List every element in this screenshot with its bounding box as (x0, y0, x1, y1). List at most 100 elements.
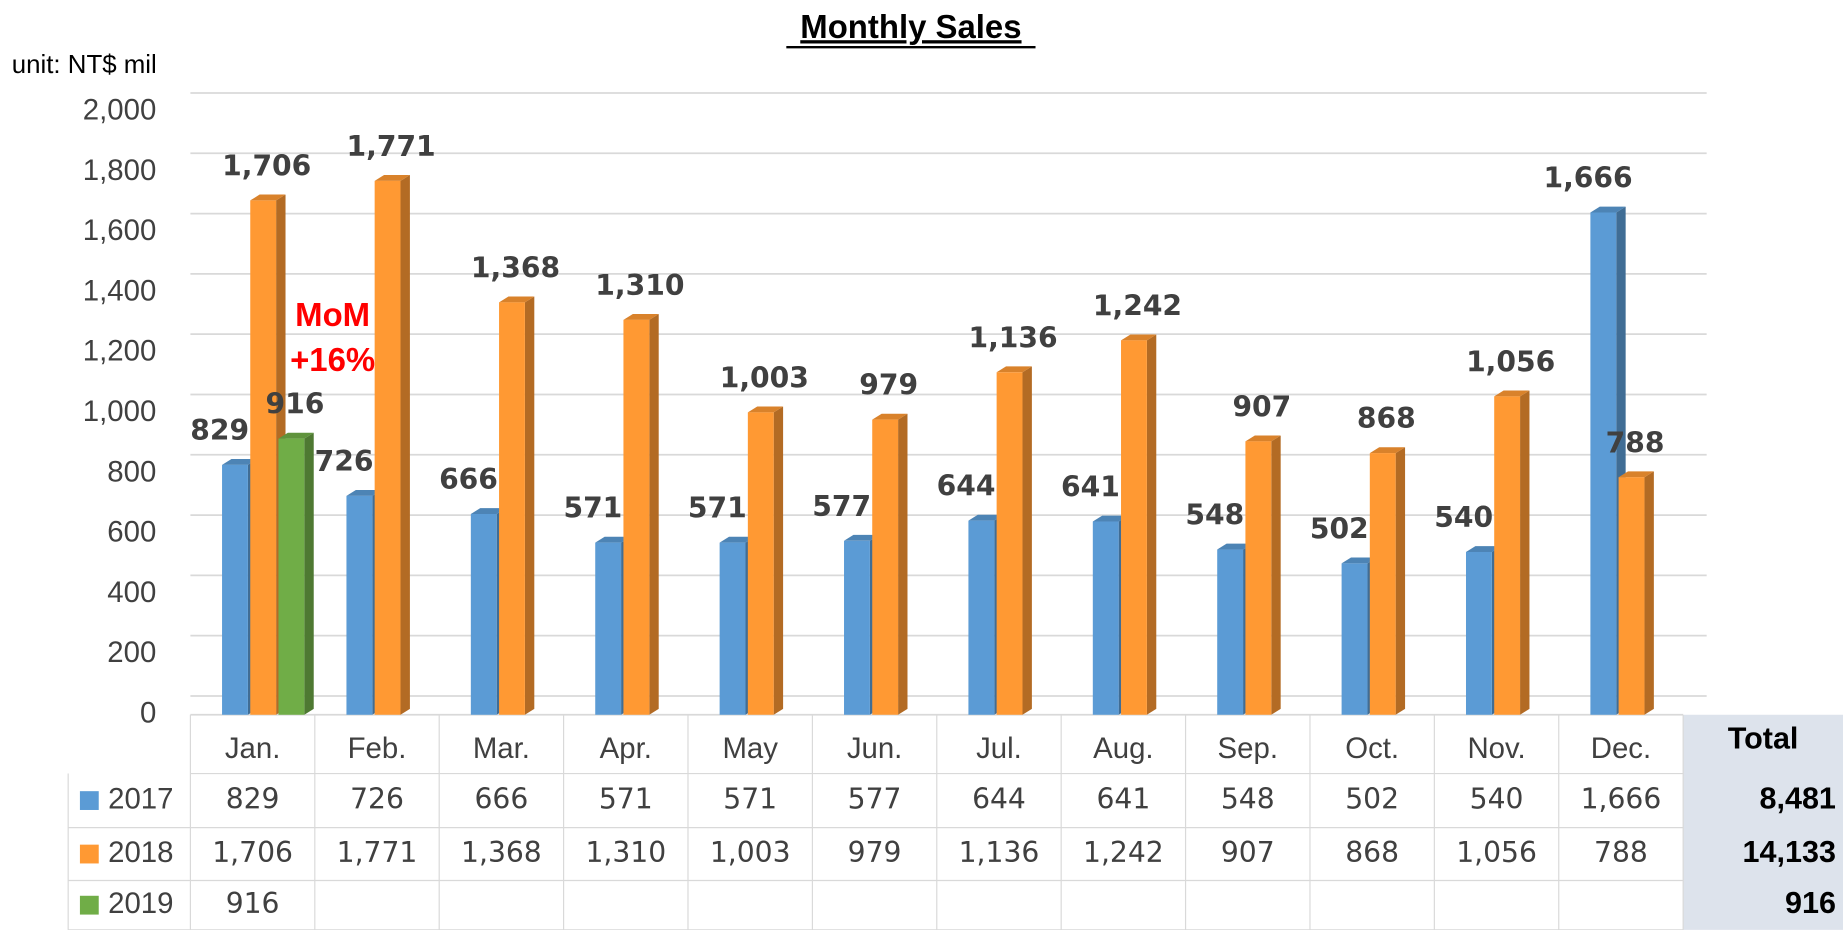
data-label: 571 (563, 492, 622, 525)
data-label: 1,003 (720, 361, 809, 394)
bar-side (773, 406, 784, 715)
bar (278, 438, 305, 715)
data-label: 644 (937, 470, 996, 503)
legend-label: 2017 (108, 782, 173, 815)
total-value: 916 (1785, 886, 1836, 920)
bar-side (898, 413, 908, 715)
bar (374, 180, 401, 715)
data-label: 540 (1434, 501, 1493, 534)
bar-top (1369, 447, 1406, 454)
table-cell: 1,136 (959, 836, 1040, 869)
y-tick-label: 1,000 (83, 395, 157, 428)
data-label: 1,310 (595, 269, 684, 302)
annotation: +16% (290, 341, 375, 378)
legend-swatch (79, 791, 99, 810)
bar-top (470, 508, 507, 514)
annotation: MoM (295, 296, 370, 333)
bar (1590, 212, 1617, 715)
x-tick-label: Oct. (1345, 732, 1399, 765)
bar-side (524, 296, 535, 715)
data-label: 1,666 (1543, 162, 1632, 195)
bar-top (1245, 435, 1281, 442)
bar-top (1465, 546, 1502, 552)
y-tick-label: 600 (107, 516, 156, 549)
total-header: Total (1728, 722, 1799, 756)
bar (595, 542, 622, 715)
bar-top (1494, 390, 1530, 397)
bar (1369, 453, 1396, 715)
table-cell: 1,242 (1083, 836, 1164, 869)
table-cell: 540 (1470, 783, 1524, 816)
data-label: 829 (190, 414, 249, 447)
data-label: 548 (1185, 499, 1244, 532)
data-label: 1,368 (471, 251, 560, 284)
x-tick-label: Jan. (225, 732, 281, 765)
x-tick-label: Nov. (1467, 732, 1525, 765)
x-tick-label: Sep. (1218, 732, 1278, 765)
bar-side (1644, 471, 1654, 715)
bar-top (1618, 471, 1654, 478)
data-label: 726 (315, 445, 374, 478)
data-label: 979 (859, 369, 918, 402)
table-cell: 666 (474, 783, 528, 816)
data-label: 502 (1310, 513, 1369, 546)
table-cell: 571 (723, 783, 777, 816)
bar (623, 319, 650, 715)
total-value: 14,133 (1743, 835, 1836, 869)
bar-top (374, 174, 410, 181)
table-cell: 1,056 (1456, 836, 1537, 869)
bar-side (1271, 435, 1281, 715)
data-label: 1,136 (968, 321, 1057, 354)
table-cell: 1,666 (1581, 783, 1662, 816)
bar (1341, 563, 1368, 715)
data-label: 916 (266, 388, 325, 421)
y-tick-label: 1,800 (83, 154, 157, 187)
x-tick-label: Aug. (1093, 732, 1153, 765)
data-label: 868 (1357, 402, 1416, 435)
data-label: 1,056 (1466, 345, 1555, 378)
bar (1465, 551, 1492, 715)
x-tick-label: Dec. (1591, 732, 1651, 765)
table-cell: 577 (848, 783, 902, 816)
y-axis-label: unit: NT$ mil (12, 51, 157, 79)
table-cell: 1,706 (212, 836, 293, 869)
bar (250, 200, 277, 715)
chart-title: Monthly Sales (800, 8, 1021, 45)
bar (470, 513, 497, 715)
table-cell: 644 (972, 783, 1026, 816)
bar-top (1590, 206, 1626, 213)
bar (1217, 549, 1244, 715)
table-cell: 868 (1345, 836, 1399, 869)
x-tick-label: Apr. (600, 732, 652, 765)
bar (222, 464, 248, 715)
bar-top (222, 458, 258, 465)
bar (1092, 521, 1119, 715)
table-cell: 829 (226, 783, 280, 816)
bar (1494, 396, 1521, 715)
legend-swatch (79, 844, 99, 864)
bar (1245, 441, 1272, 715)
y-tick-label: 1,400 (83, 274, 157, 307)
table-cell: 788 (1594, 836, 1648, 869)
legend-label: 2019 (108, 887, 173, 920)
data-label: 1,771 (347, 130, 436, 163)
bar-side (400, 174, 410, 715)
table-cell: 979 (848, 836, 902, 869)
bar (1618, 477, 1645, 715)
data-label: 788 (1606, 426, 1665, 459)
y-tick-label: 200 (107, 636, 156, 669)
data-label: 641 (1061, 471, 1120, 504)
y-tick-label: 1,600 (83, 214, 157, 247)
bar (872, 419, 899, 715)
bar-top (719, 536, 755, 543)
table-cell: 571 (599, 783, 653, 816)
data-label: 1,706 (222, 150, 311, 183)
bar (499, 302, 525, 715)
bar (996, 372, 1023, 715)
table-cell: 1,003 (710, 836, 791, 869)
y-tick-label: 400 (107, 576, 156, 609)
table-cell: 726 (350, 783, 404, 816)
bar-side (1395, 447, 1406, 715)
y-tick-label: 2,000 (83, 94, 157, 127)
bar (346, 495, 373, 715)
